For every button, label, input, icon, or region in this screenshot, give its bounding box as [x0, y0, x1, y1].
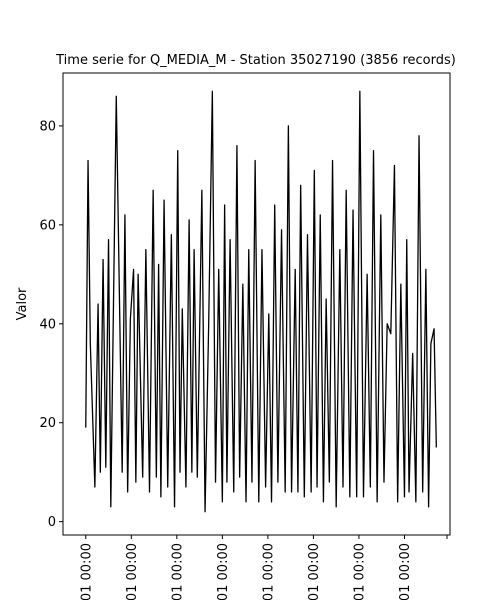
x-tick-label: 01 00:00 — [261, 543, 276, 600]
plot-frame — [62, 72, 451, 536]
y-tick-label: 40 — [39, 317, 56, 332]
y-tick-label: 0 — [48, 515, 56, 530]
x-tick-label: 01 00:00 — [307, 543, 322, 600]
y-tick-label: 20 — [39, 416, 56, 431]
x-tick-label: 01 00:00 — [170, 543, 185, 600]
y-axis-label: Valor — [15, 287, 30, 320]
x-tick-label: 01 00:00 — [398, 543, 413, 600]
y-axis: 0 20 40 60 80 — [39, 119, 63, 530]
x-tick-label: 01 00:00 — [216, 543, 231, 600]
y-tick-label: 60 — [39, 218, 56, 233]
x-axis: 01 00:00 01 00:00 01 00:00 01 00:00 01 00:00… — [79, 535, 448, 600]
x-tick-label: 01 00:00 — [79, 543, 94, 600]
series-line-0 — [85, 90, 437, 513]
plot-area — [85, 90, 437, 513]
x-tick-label: 01 00:00 — [125, 543, 140, 600]
chart-title: Time serie for Q_MEDIA_M - Station 35027… — [55, 53, 456, 68]
x-tick-label: 01 00:00 — [352, 543, 367, 600]
y-tick-label: 80 — [39, 119, 56, 134]
